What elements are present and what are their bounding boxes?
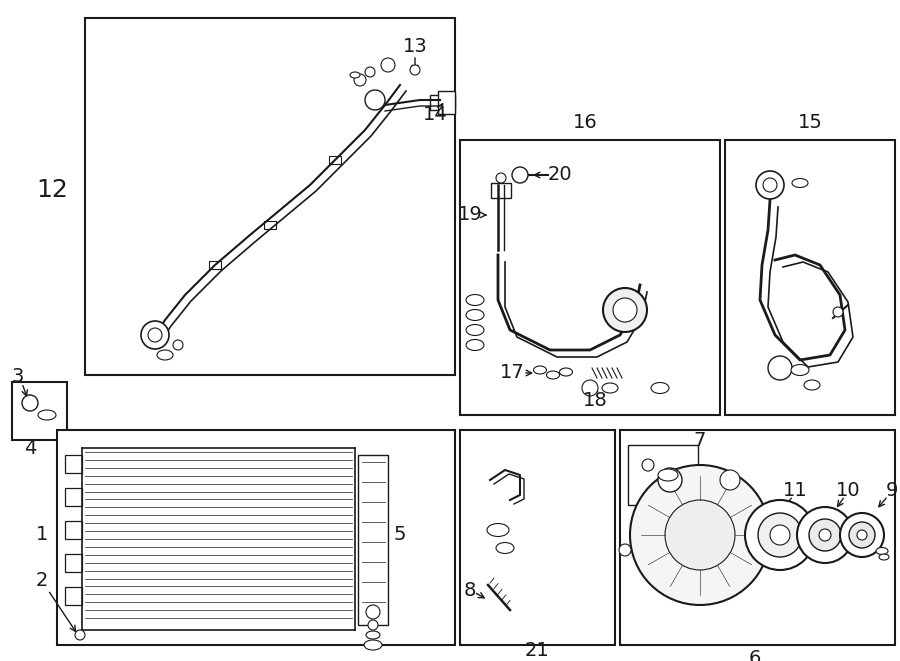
Text: 16: 16 xyxy=(572,112,598,132)
Bar xyxy=(65,587,82,605)
Bar xyxy=(57,430,455,645)
Text: 21: 21 xyxy=(525,641,549,660)
Bar xyxy=(65,488,82,506)
Circle shape xyxy=(745,500,815,570)
Circle shape xyxy=(582,380,598,396)
Ellipse shape xyxy=(602,383,618,393)
Circle shape xyxy=(365,90,385,110)
Ellipse shape xyxy=(879,554,889,560)
Ellipse shape xyxy=(466,340,484,350)
Text: 18: 18 xyxy=(582,391,608,410)
Bar xyxy=(358,455,388,625)
Circle shape xyxy=(665,500,735,570)
Circle shape xyxy=(768,356,792,380)
Bar xyxy=(620,430,895,645)
Circle shape xyxy=(603,288,647,332)
Text: 17: 17 xyxy=(500,364,525,383)
Bar xyxy=(460,430,615,645)
Bar xyxy=(65,455,82,473)
Text: 8: 8 xyxy=(464,580,476,600)
Ellipse shape xyxy=(466,309,484,321)
Circle shape xyxy=(173,340,183,350)
Ellipse shape xyxy=(350,72,360,78)
Circle shape xyxy=(797,507,853,563)
Ellipse shape xyxy=(466,295,484,305)
Circle shape xyxy=(368,620,378,630)
Circle shape xyxy=(22,395,38,411)
Bar xyxy=(209,261,221,269)
Ellipse shape xyxy=(658,469,678,481)
Text: 4: 4 xyxy=(23,438,36,457)
Ellipse shape xyxy=(804,380,820,390)
Bar xyxy=(85,18,455,375)
Ellipse shape xyxy=(791,364,809,375)
Text: 2: 2 xyxy=(36,570,49,590)
Ellipse shape xyxy=(534,366,546,374)
Bar xyxy=(264,221,276,229)
Circle shape xyxy=(148,328,162,342)
Text: 13: 13 xyxy=(402,38,428,56)
Circle shape xyxy=(720,470,740,490)
Circle shape xyxy=(809,519,841,551)
Ellipse shape xyxy=(876,547,888,555)
Bar xyxy=(430,95,455,110)
Text: 6: 6 xyxy=(749,648,761,661)
Circle shape xyxy=(770,525,790,545)
Bar xyxy=(329,156,341,164)
Circle shape xyxy=(833,307,843,317)
Text: 12: 12 xyxy=(36,178,68,202)
Circle shape xyxy=(613,298,637,322)
Bar xyxy=(491,183,511,198)
Circle shape xyxy=(857,530,867,540)
Bar xyxy=(65,554,82,572)
Circle shape xyxy=(366,605,380,619)
Bar xyxy=(460,140,720,415)
Circle shape xyxy=(512,167,528,183)
Circle shape xyxy=(381,58,395,72)
Circle shape xyxy=(354,74,366,86)
Circle shape xyxy=(75,630,85,640)
Circle shape xyxy=(630,465,770,605)
Ellipse shape xyxy=(38,410,56,420)
Ellipse shape xyxy=(546,371,560,379)
Circle shape xyxy=(410,65,420,75)
Circle shape xyxy=(758,513,802,557)
Text: 10: 10 xyxy=(836,481,860,500)
Circle shape xyxy=(849,522,875,548)
Circle shape xyxy=(496,173,506,183)
Ellipse shape xyxy=(496,543,514,553)
Bar xyxy=(628,445,698,505)
Circle shape xyxy=(642,459,654,471)
Text: 5: 5 xyxy=(394,525,406,545)
Circle shape xyxy=(763,178,777,192)
Text: 15: 15 xyxy=(797,112,823,132)
Ellipse shape xyxy=(466,325,484,336)
Text: 9: 9 xyxy=(886,481,898,500)
Circle shape xyxy=(619,544,631,556)
Text: 11: 11 xyxy=(783,481,807,500)
Text: 3: 3 xyxy=(12,368,24,387)
Ellipse shape xyxy=(364,640,382,650)
Bar xyxy=(438,91,455,114)
Ellipse shape xyxy=(487,524,509,537)
Text: 19: 19 xyxy=(457,206,482,225)
Circle shape xyxy=(658,468,682,492)
Circle shape xyxy=(840,513,884,557)
Circle shape xyxy=(819,529,831,541)
Circle shape xyxy=(756,171,784,199)
Bar xyxy=(725,140,895,415)
Text: 7: 7 xyxy=(694,430,706,449)
Ellipse shape xyxy=(366,631,380,639)
Circle shape xyxy=(365,67,375,77)
Ellipse shape xyxy=(560,368,572,376)
Text: 1: 1 xyxy=(36,525,49,545)
Ellipse shape xyxy=(651,383,669,393)
Text: 14: 14 xyxy=(423,106,447,124)
Ellipse shape xyxy=(792,178,808,188)
Bar xyxy=(12,382,67,440)
Bar xyxy=(65,521,82,539)
Ellipse shape xyxy=(157,350,173,360)
Circle shape xyxy=(141,321,169,349)
Text: 20: 20 xyxy=(548,165,572,184)
